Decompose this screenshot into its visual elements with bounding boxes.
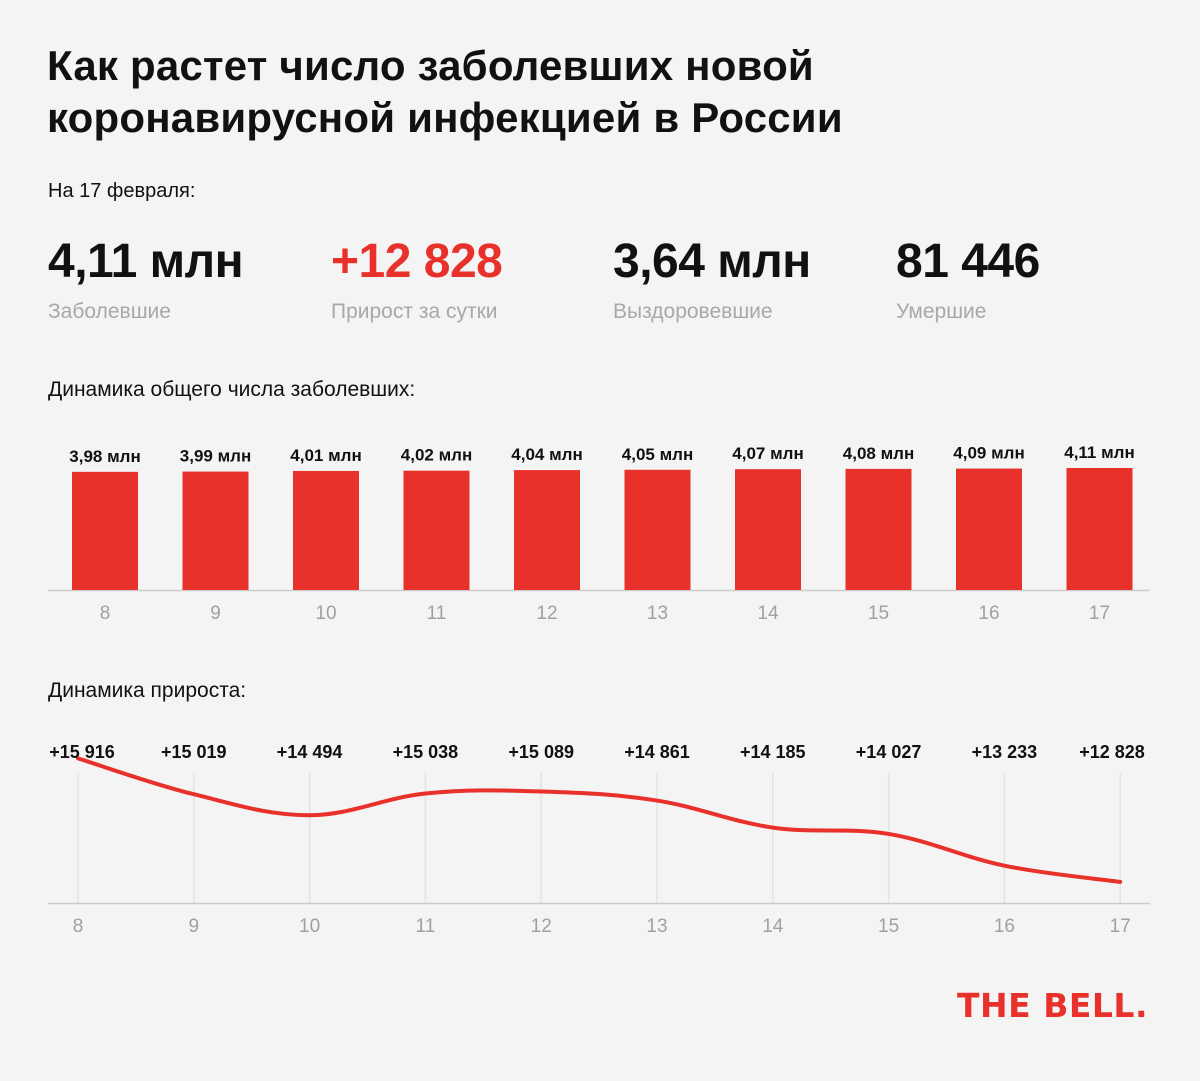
bar — [182, 471, 249, 590]
brand-logo: THE BELL. — [957, 986, 1148, 1025]
stat-recovered-value: 3,64 млн — [613, 235, 811, 288]
stat-recovered: 3,64 млн Выздоровевшие — [613, 232, 811, 324]
line-x-tick-label: 12 — [531, 916, 552, 937]
stat-deaths-label: Умершие — [896, 300, 987, 323]
line-x-tick-label: 10 — [299, 916, 320, 937]
bar — [514, 470, 580, 590]
stat-daily-growth: +12 828 Прирост за сутки — [331, 232, 503, 324]
bar-x-tick-label: 12 — [536, 603, 557, 624]
title-line-1: Как растет число заболевших новой — [47, 42, 814, 89]
bar-x-tick-label: 9 — [210, 603, 221, 624]
bar — [735, 469, 801, 590]
bar-x-tick-label: 8 — [100, 603, 111, 624]
line-x-tick-label: 16 — [994, 916, 1015, 937]
line-data-label: +15 089 — [508, 742, 574, 762]
bar — [403, 470, 470, 590]
bar — [956, 468, 1022, 590]
line-data-label: +14 494 — [277, 742, 343, 762]
line-chart: +15 916 8 +15 019 9 +14 494 10 +15 038 11 +15 08… — [48, 742, 1150, 937]
bar-x-tick-label: 14 — [757, 603, 779, 624]
title-line-2: коронавирусной инфекцией в России — [47, 94, 843, 141]
line-data-label: +15 038 — [393, 742, 459, 762]
bar-x-tick-label: 10 — [315, 603, 336, 624]
bar-data-label: 3,99 млн — [180, 447, 251, 466]
line-x-tick-label: 15 — [878, 916, 899, 937]
stat-cases: 4,11 млн Заболевшие — [48, 232, 244, 324]
line-x-tick-label: 11 — [416, 916, 436, 937]
bar-x-tick-label: 16 — [978, 603, 999, 624]
line-chart-title: Динамика прироста: — [48, 679, 247, 702]
line-x-tick-label: 13 — [646, 916, 667, 937]
bar-x-tick-label: 17 — [1089, 603, 1110, 624]
bar-data-label: 4,07 млн — [732, 444, 803, 463]
line-data-label: +15 019 — [161, 742, 227, 762]
bar — [624, 469, 691, 590]
bar-data-label: 4,02 млн — [401, 446, 472, 465]
stat-recovered-label: Выздоровевшие — [613, 300, 773, 323]
bar-data-label: 3,98 млн — [69, 447, 140, 466]
stat-deaths: 81 446 Умершие — [896, 232, 1040, 324]
date-label: На 17 февраля: — [48, 180, 196, 202]
line-data-label: +13 233 — [972, 742, 1038, 762]
line-data-label: +12 828 — [1079, 742, 1145, 762]
bar — [72, 471, 138, 590]
line-data-label: +14 861 — [624, 742, 690, 762]
line-data-label: +14 185 — [740, 742, 806, 762]
bar-data-label: 4,04 млн — [511, 445, 582, 464]
stat-deaths-value: 81 446 — [896, 235, 1040, 288]
line-x-tick-label: 17 — [1110, 916, 1131, 937]
line-x-tick-label: 8 — [73, 916, 84, 937]
line-data-label: +14 027 — [856, 742, 922, 762]
bar-data-label: 4,01 млн — [290, 446, 361, 465]
bar-chart: 3,98 млн 8 3,99 млн 9 4,01 млн 10 4,02 млн 11 4,… — [48, 443, 1150, 624]
bar-data-label: 4,08 млн — [843, 444, 914, 463]
stat-daily-growth-label: Прирост за сутки — [331, 300, 498, 323]
stat-cases-label: Заболевшие — [48, 300, 171, 323]
bar-data-label: 4,11 млн — [1064, 443, 1135, 462]
growth-line — [76, 756, 1123, 884]
bar — [1066, 468, 1133, 590]
bar — [293, 470, 359, 590]
line-x-tick-label: 9 — [189, 916, 200, 937]
bar-x-tick-label: 15 — [868, 603, 889, 624]
bar-data-label: 4,05 млн — [622, 445, 693, 464]
bar-x-tick-label: 13 — [647, 603, 668, 624]
stat-daily-growth-value: +12 828 — [331, 235, 503, 288]
chart-title: Как растет число заболевших новой корона… — [47, 40, 1047, 144]
bar-x-tick-label: 11 — [427, 603, 447, 624]
bar — [845, 468, 912, 590]
bar-data-label: 4,09 млн — [953, 444, 1024, 463]
stat-cases-value: 4,11 млн — [48, 235, 244, 288]
line-x-tick-label: 14 — [762, 916, 784, 937]
bar-chart-title: Динамика общего числа заболевших: — [48, 378, 416, 401]
line-data-label: +15 916 — [49, 742, 115, 762]
